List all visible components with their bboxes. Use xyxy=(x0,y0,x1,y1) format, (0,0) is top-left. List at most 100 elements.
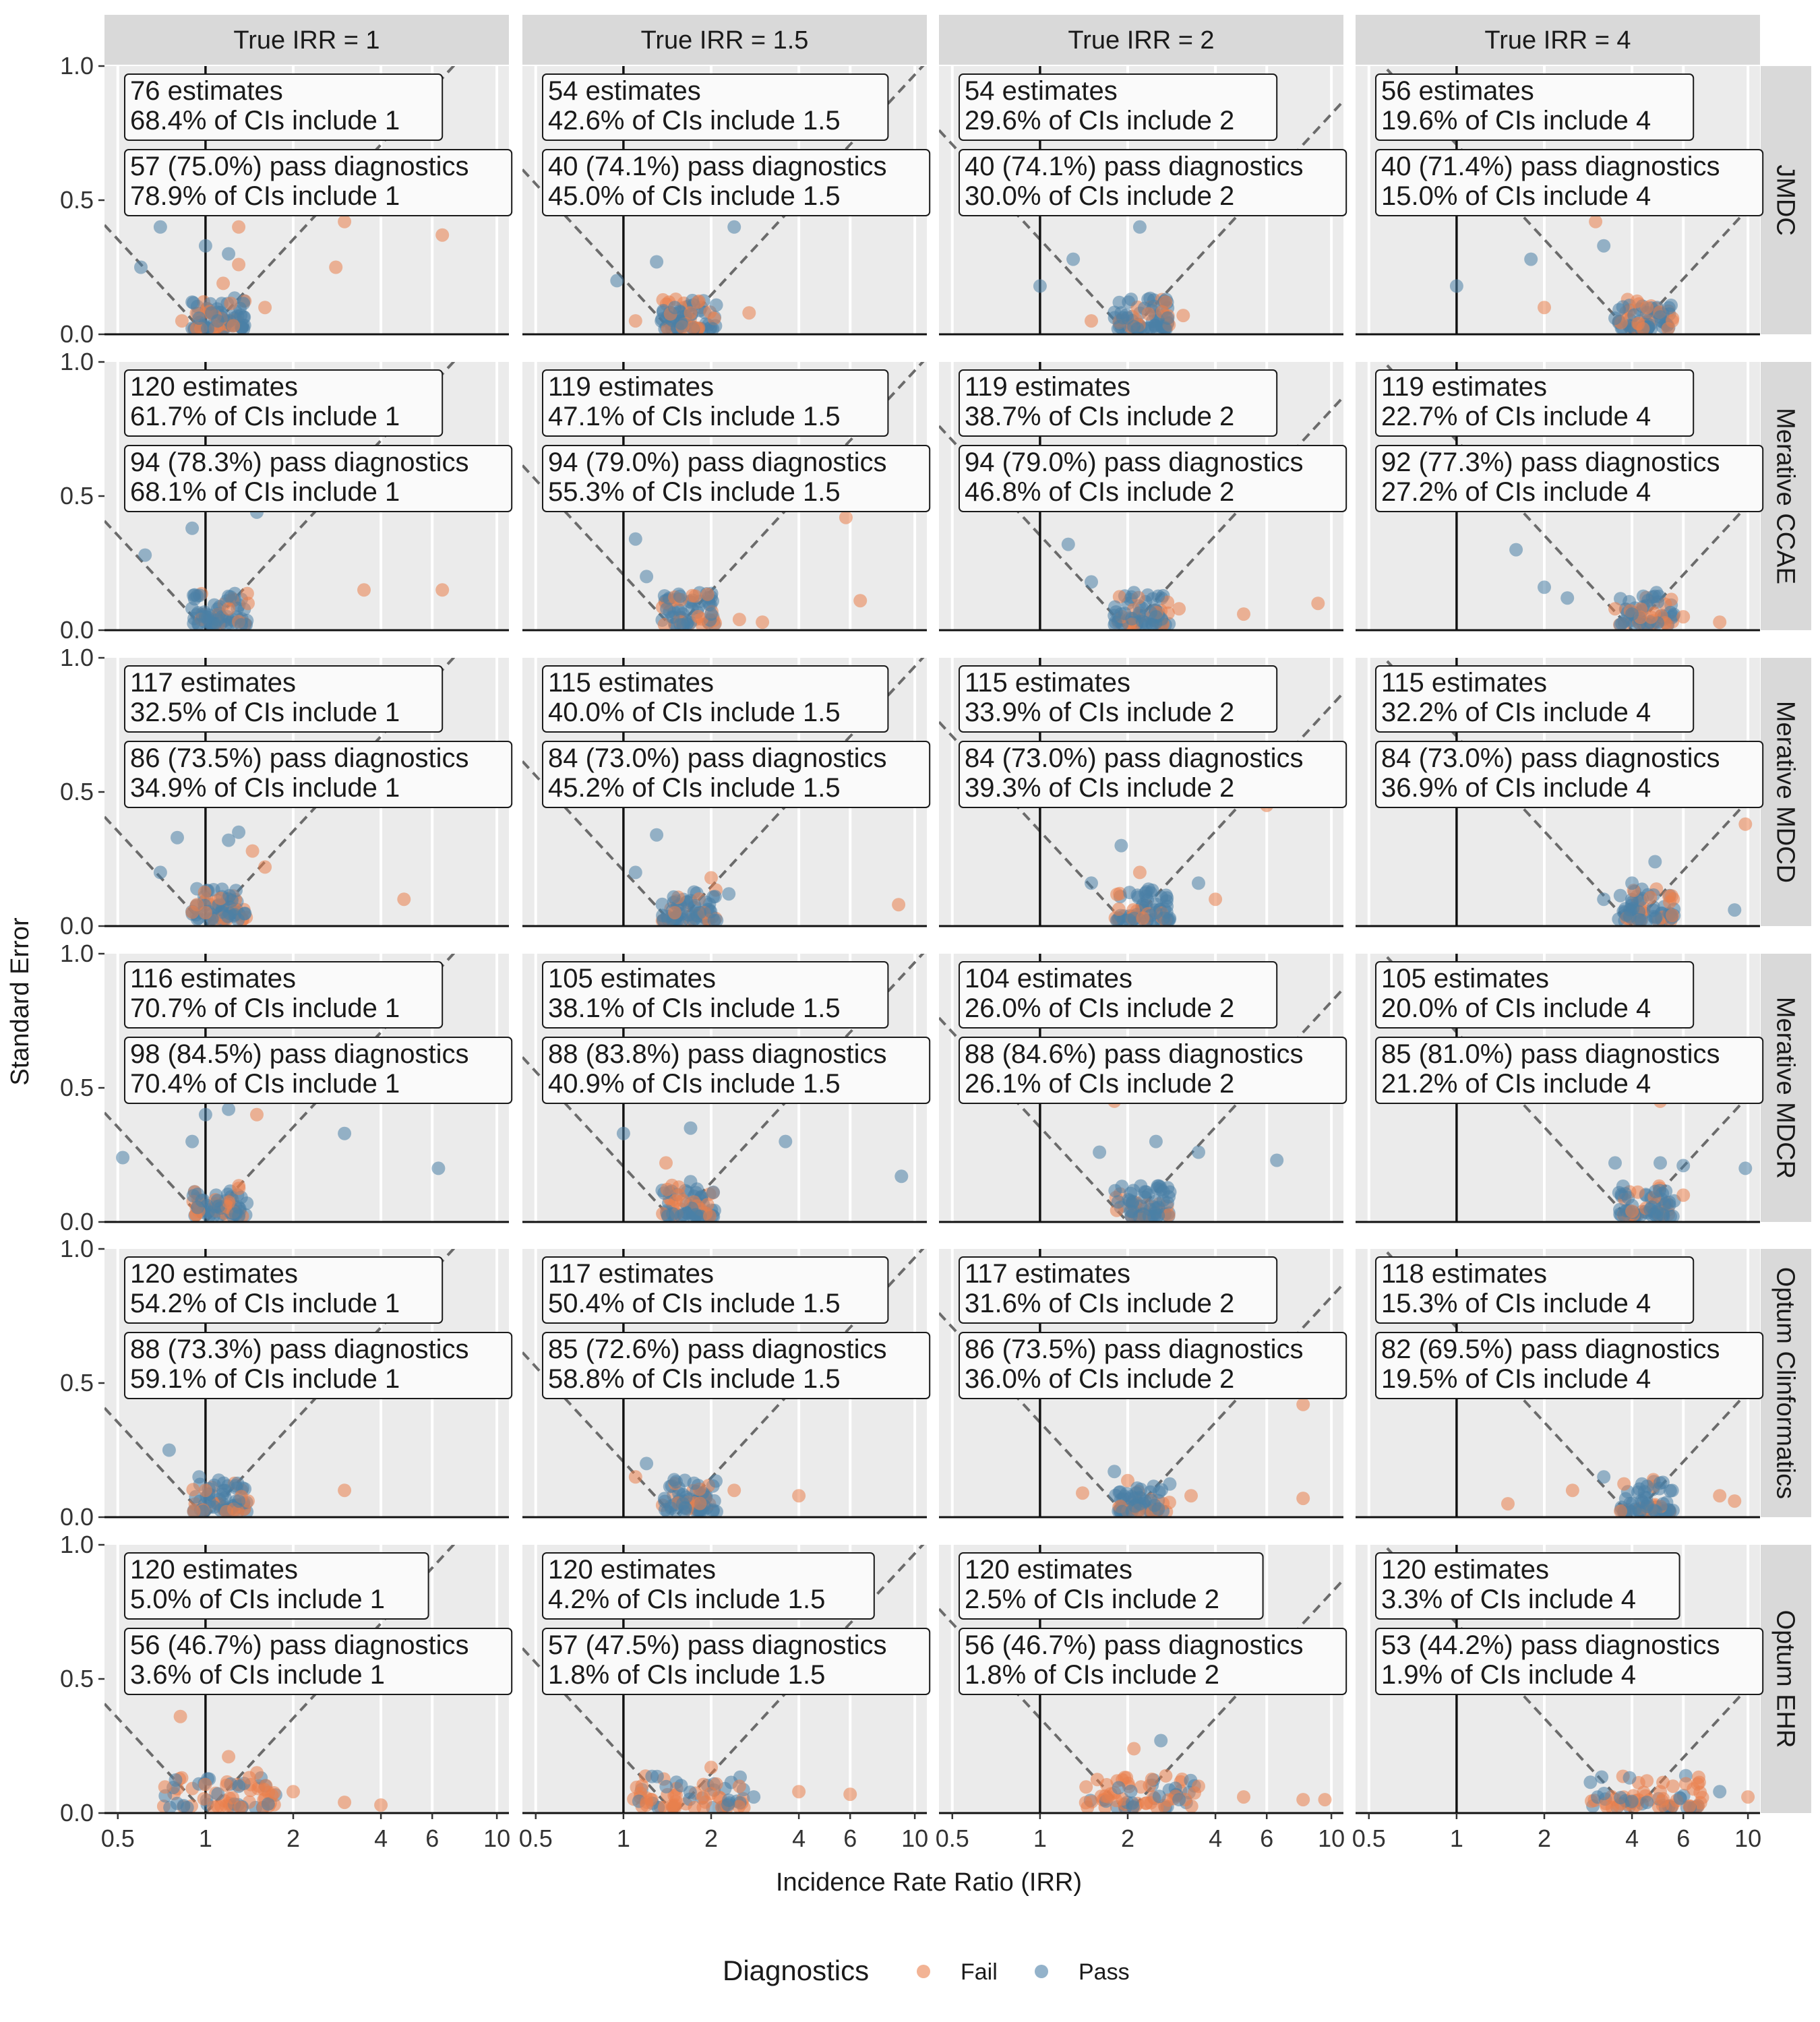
summary-box-line: 86 (73.5%) pass diagnostics xyxy=(965,1335,1304,1364)
summary-box-line: 32.5% of CIs include 1 xyxy=(130,698,400,727)
data-point xyxy=(232,220,246,234)
data-point xyxy=(650,1769,664,1783)
data-point xyxy=(1296,1793,1310,1807)
summary-box-line: 27.2% of CIs include 4 xyxy=(1381,477,1651,507)
data-point xyxy=(1159,295,1173,309)
estimates-summary-box xyxy=(124,73,444,141)
y-tick-label: 0.0 xyxy=(60,320,94,348)
data-point xyxy=(727,1483,741,1498)
panel-plot-area xyxy=(104,362,456,630)
data-point xyxy=(702,1209,717,1222)
x-tick-label: 10 xyxy=(483,1825,510,1852)
data-point xyxy=(219,1799,233,1813)
data-point xyxy=(232,825,246,839)
x-tick-label: 0.5 xyxy=(936,1825,969,1852)
diagnostics-summary-box xyxy=(542,741,931,808)
summary-box-line: 36.0% of CIs include 2 xyxy=(965,1364,1234,1394)
data-point xyxy=(660,1182,674,1196)
x-tick-label: 4 xyxy=(1209,1825,1222,1852)
data-point xyxy=(1738,817,1753,831)
summary-box-line: 47.1% of CIs include 1.5 xyxy=(548,402,841,431)
x-tick-label: 1 xyxy=(199,1825,212,1852)
estimates-summary-box xyxy=(124,665,444,733)
data-point xyxy=(1597,1470,1611,1484)
data-point xyxy=(198,239,212,253)
data-point xyxy=(241,596,255,611)
diagnostics-summary-box xyxy=(542,445,931,512)
data-point xyxy=(232,257,246,272)
summary-box-line: 92 (77.3%) pass diagnostics xyxy=(1381,448,1720,477)
x-tick-label: 2 xyxy=(704,1825,718,1852)
legend-pass-label: Pass xyxy=(1079,1959,1130,1985)
data-point xyxy=(1565,1483,1579,1498)
estimates-summary-box xyxy=(542,73,889,141)
data-point xyxy=(659,1779,673,1794)
data-point xyxy=(747,1790,761,1804)
data-point xyxy=(338,214,352,228)
data-point xyxy=(1636,589,1650,603)
ci-boundary-dashed-line xyxy=(1133,692,1343,920)
summary-box-line: 105 estimates xyxy=(1381,964,1549,993)
row-strip-label: Merative MDCD xyxy=(1771,701,1800,883)
data-point xyxy=(1625,876,1639,890)
data-point xyxy=(1114,306,1128,320)
data-point xyxy=(1560,591,1575,605)
data-point xyxy=(1163,911,1177,925)
estimates-summary-box xyxy=(1375,73,1695,141)
data-point xyxy=(232,1182,246,1196)
y-tick-label: 1.0 xyxy=(60,1531,94,1558)
data-point xyxy=(222,602,236,616)
data-point xyxy=(685,1201,699,1215)
data-point xyxy=(1147,1498,1161,1512)
ci-boundary-dashed-line xyxy=(104,1111,200,1216)
summary-box-line: 32.2% of CIs include 4 xyxy=(1381,698,1651,727)
summary-box-line: 19.6% of CIs include 4 xyxy=(1381,106,1651,135)
diagnostics-summary-box xyxy=(959,741,1347,808)
x-tick-label: 6 xyxy=(425,1825,439,1852)
data-point xyxy=(232,1494,246,1508)
y-axis-title: Standard Error xyxy=(6,917,34,1086)
data-point xyxy=(1209,892,1223,907)
estimates-summary-box xyxy=(959,1552,1264,1620)
data-point xyxy=(195,1194,209,1208)
column-strip-bg xyxy=(939,15,1343,65)
ci-boundary-dashed-line xyxy=(1133,100,1343,328)
data-point xyxy=(684,1121,698,1135)
data-point xyxy=(245,844,260,858)
diagnostics-summary-box xyxy=(959,149,1347,216)
row-strip-label: Merative CCAE xyxy=(1771,408,1800,584)
x-tick-label: 2 xyxy=(286,1825,300,1852)
data-point xyxy=(1066,252,1081,266)
summary-box-line: 36.9% of CIs include 4 xyxy=(1381,773,1651,803)
data-point xyxy=(696,1777,710,1791)
data-point xyxy=(1654,310,1668,324)
data-point xyxy=(1134,1482,1148,1496)
data-point xyxy=(693,1496,707,1510)
diagnostics-summary-box xyxy=(542,1628,931,1695)
data-point xyxy=(1640,1774,1654,1788)
data-point xyxy=(667,890,681,904)
x-tick-label: 10 xyxy=(1734,1825,1761,1852)
diagnostics-summary-box xyxy=(1375,1037,1764,1104)
x-tick-label: 6 xyxy=(843,1825,857,1852)
data-point xyxy=(704,607,718,621)
data-point xyxy=(1624,1505,1638,1517)
data-point xyxy=(1741,1790,1755,1804)
panel-plot-area xyxy=(522,1545,925,1813)
data-point xyxy=(329,260,343,274)
summary-box-line: 116 estimates xyxy=(130,964,296,993)
data-point xyxy=(220,1778,234,1792)
x-tick-label: 4 xyxy=(374,1825,388,1852)
summary-box-line: 45.0% of CIs include 1.5 xyxy=(548,181,841,211)
data-point xyxy=(1136,911,1150,925)
data-point xyxy=(240,586,254,601)
data-point xyxy=(374,1798,388,1812)
summary-box-line: 30.0% of CIs include 2 xyxy=(965,181,1234,211)
data-point xyxy=(1665,909,1679,923)
summary-box-line: 88 (83.8%) pass diagnostics xyxy=(548,1039,887,1069)
